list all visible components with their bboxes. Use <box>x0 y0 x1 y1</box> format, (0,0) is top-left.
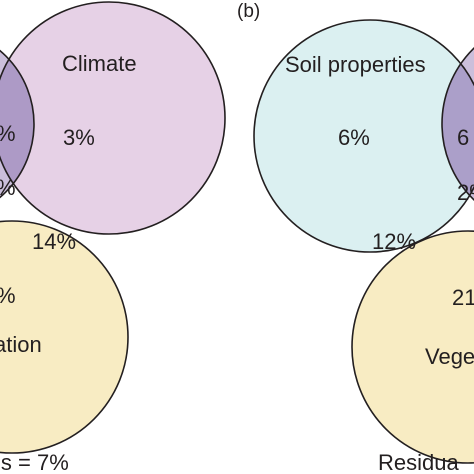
panel-b-soil-outline <box>253 19 474 253</box>
panel-a-climate-circle <box>0 2 225 234</box>
panel-b-label: (b) <box>237 1 260 22</box>
panel-b-center-value: 2% <box>457 180 474 205</box>
panel-a-vegetation-label: ation <box>0 332 42 357</box>
panel-b-soil-only-value: 6% <box>338 125 370 150</box>
panel-a: Climate 3% % % 14% % ation ls = 7% <box>0 1 226 474</box>
panel-a-center-value: % <box>0 175 16 200</box>
panel-a-left-outline <box>0 49 35 199</box>
panel-a-left-top-value: % <box>0 121 16 146</box>
panel-a-vegetation-outline <box>0 220 129 454</box>
panel-b-vegetation-outline <box>351 230 474 464</box>
panel-b-soil-label: Soil properties <box>285 52 426 77</box>
panel-a-residuals-label: ls = 7% <box>0 450 69 474</box>
panel-b-right-outline <box>441 47 474 201</box>
panel-b-vegetation-label: Vege <box>425 344 474 369</box>
panel-b-vegetation-circle <box>352 231 474 463</box>
panel-b-soil-circle <box>254 20 474 252</box>
panel-a-climate-only-value: 3% <box>63 125 95 150</box>
panel-a-climate-veg-value: 14% <box>32 229 76 254</box>
panel-b-soil-veg-value: 12% <box>372 229 416 254</box>
panel-b-right-top-value: 6 <box>457 125 469 150</box>
panel-b-residuals-label: Residua <box>378 450 459 474</box>
panel-b: (b) Soil properties 6% 6 2% 12% 21 Vege … <box>237 1 474 474</box>
panel-a-climate-label: Climate <box>62 51 137 76</box>
panel-a-climate-outline <box>0 1 226 235</box>
panel-b-veg-only-value: 21 <box>452 285 474 310</box>
panel-a-veg-only-value: % <box>0 283 16 308</box>
panel-a-vegetation-circle <box>0 221 128 453</box>
